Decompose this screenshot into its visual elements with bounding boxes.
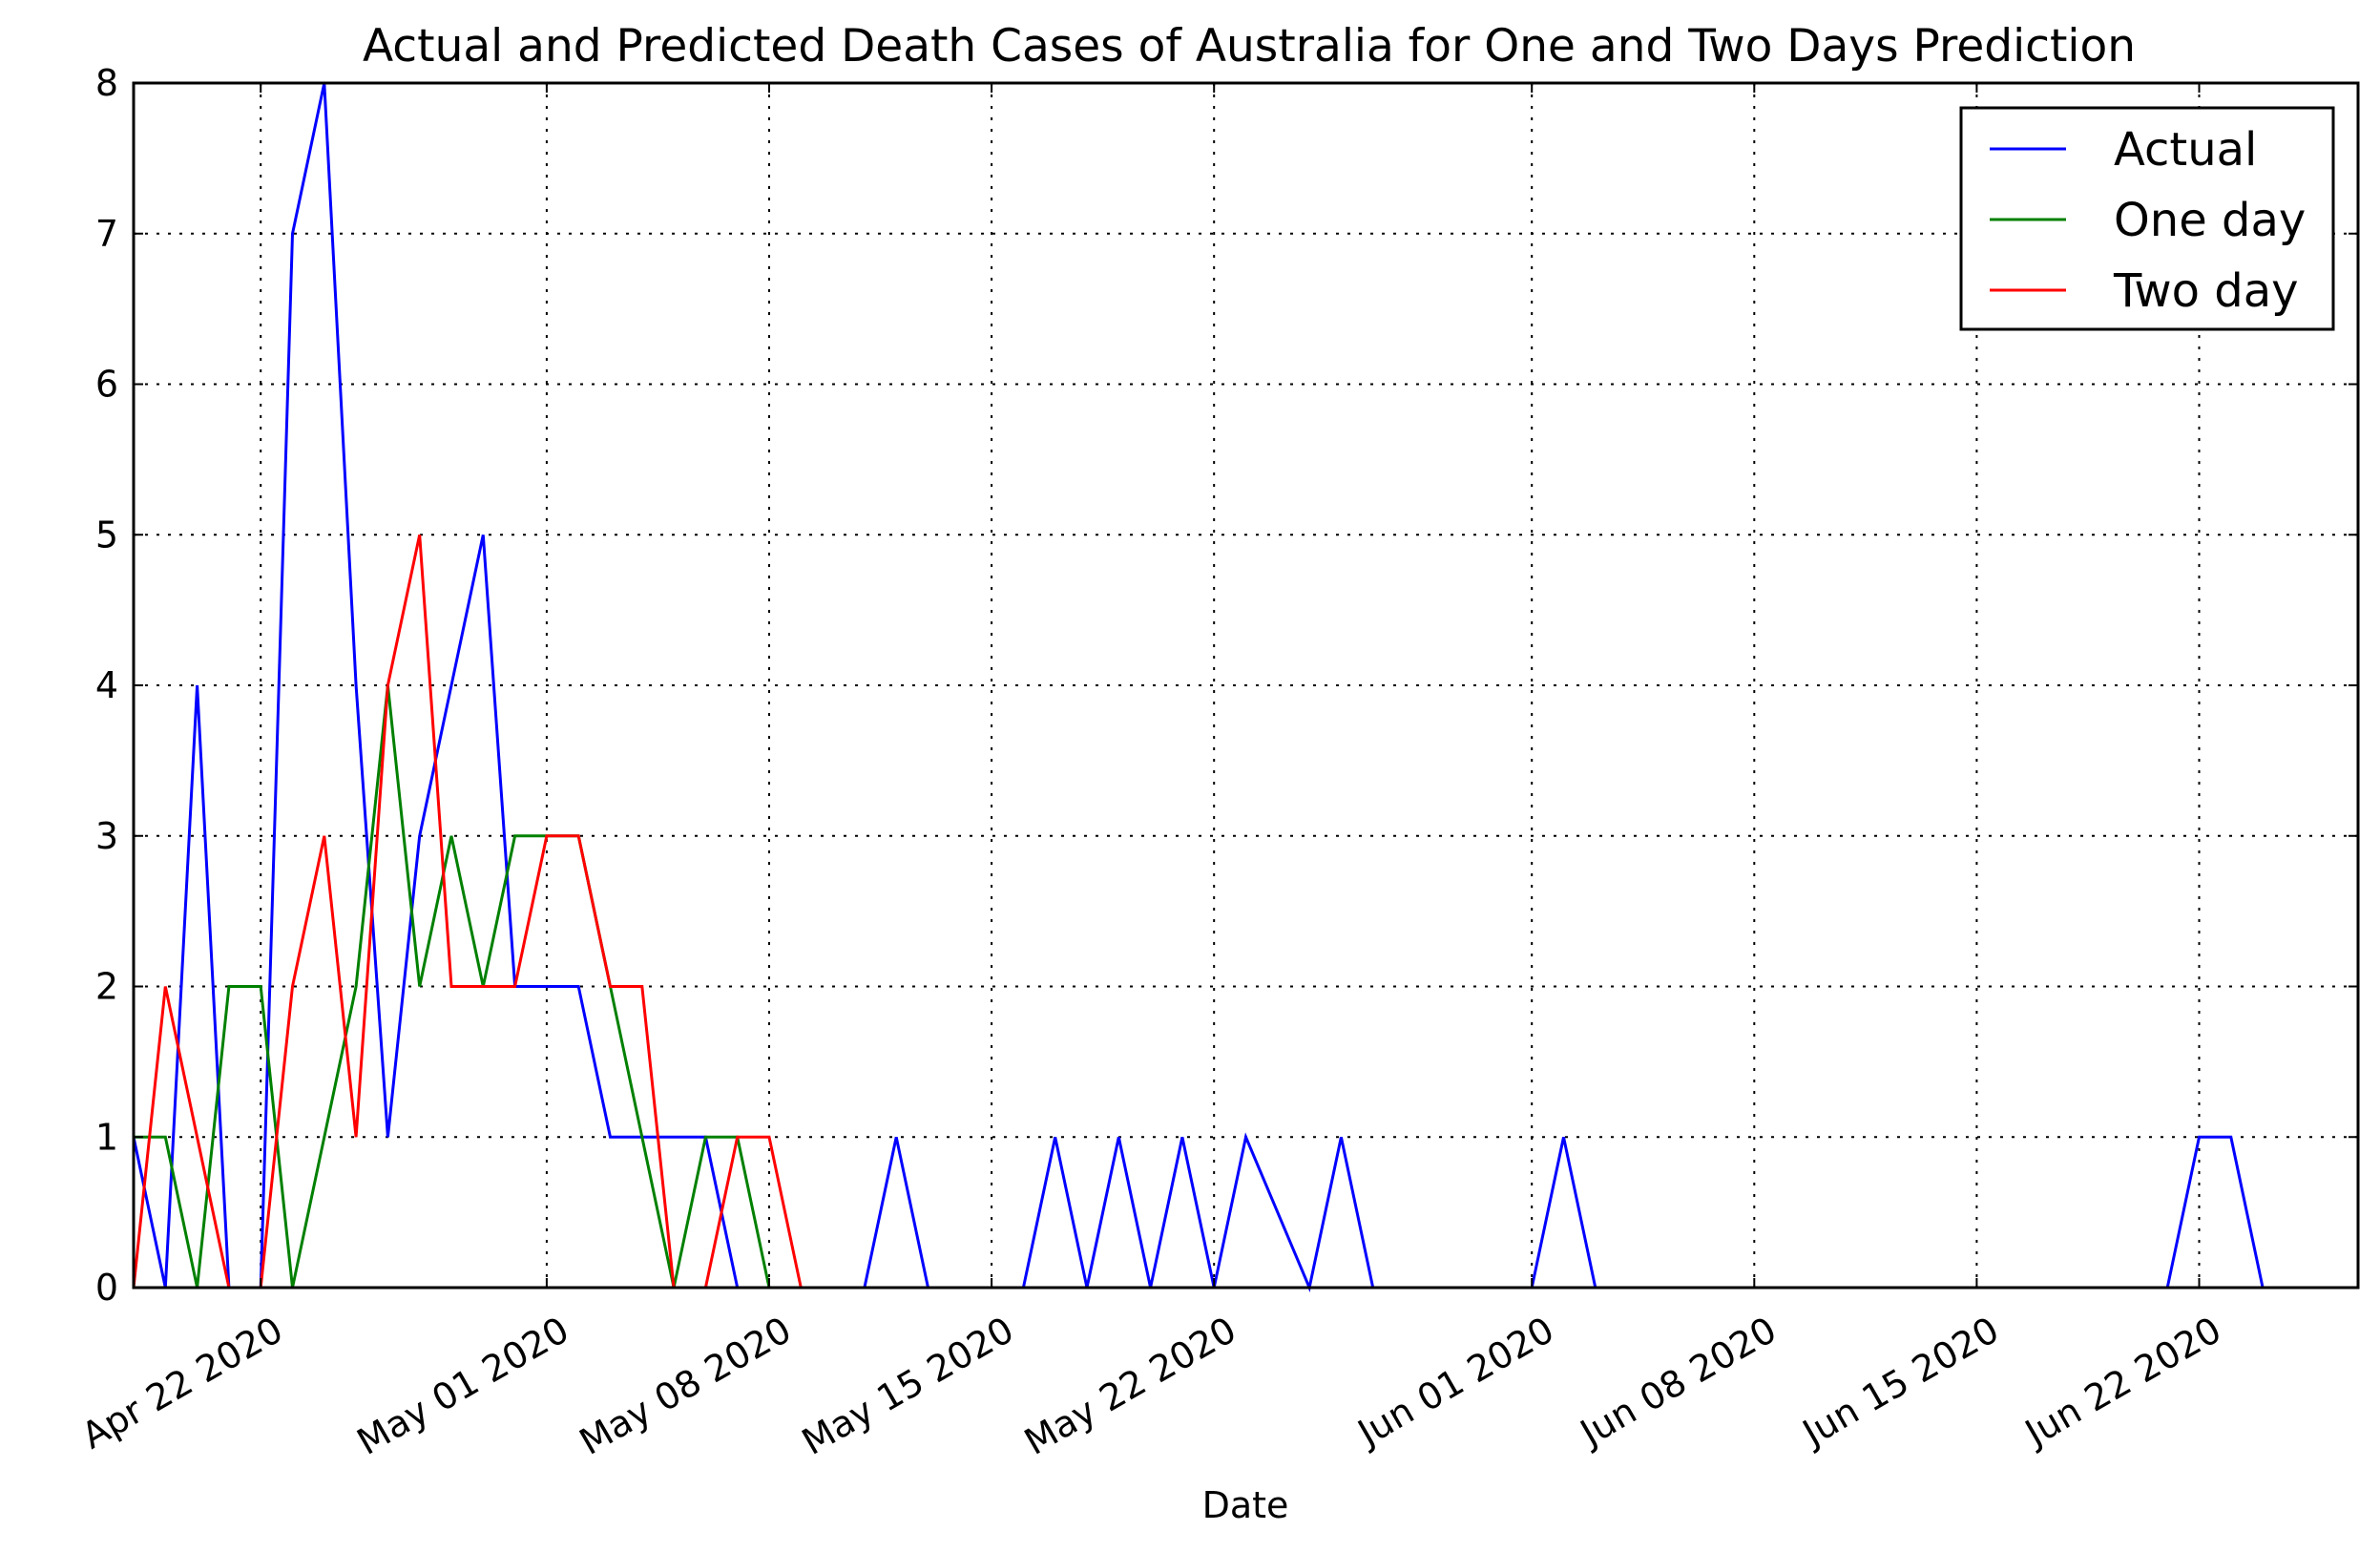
chart-title: Actual and Predicted Death Cases of Aust… (363, 20, 2136, 73)
x-tick-label: Jun 22 2020 (2016, 1309, 2228, 1455)
x-tick-label: May 22 2020 (1017, 1309, 1243, 1463)
x-tick-label: Jun 08 2020 (1572, 1309, 1784, 1455)
y-tick-label: 3 (95, 815, 118, 857)
legend-label: Two day (2113, 264, 2299, 318)
y-tick-label: 6 (95, 364, 118, 406)
x-tick-label: May 15 2020 (795, 1309, 1021, 1463)
y-axis: 0 1 2 3 4 5 6 7 8 (95, 62, 2358, 1309)
x-axis-label: Date (1202, 1484, 1289, 1526)
y-tick-label: 7 (95, 213, 118, 255)
x-tick-label: Jun 01 2020 (1349, 1309, 1561, 1455)
x-tick-label: Jun 15 2020 (1794, 1309, 2006, 1455)
y-tick-label: 4 (95, 664, 118, 706)
y-tick-label: 2 (95, 966, 118, 1008)
y-tick-label: 5 (95, 514, 118, 556)
legend: Actual One day Two day (1959, 106, 2335, 331)
x-tick-label: May 08 2020 (573, 1309, 799, 1463)
legend-label: One day (2114, 194, 2306, 247)
x-tick-label: May 01 2020 (350, 1309, 576, 1463)
y-tick-label: 1 (95, 1116, 118, 1158)
legend-label: Actual (2114, 123, 2257, 177)
x-tick-label: Apr 22 2020 (74, 1309, 289, 1458)
series-line-two-day (132, 534, 2327, 1290)
y-tick-label: 8 (95, 62, 118, 104)
y-tick-label: 0 (95, 1267, 118, 1309)
